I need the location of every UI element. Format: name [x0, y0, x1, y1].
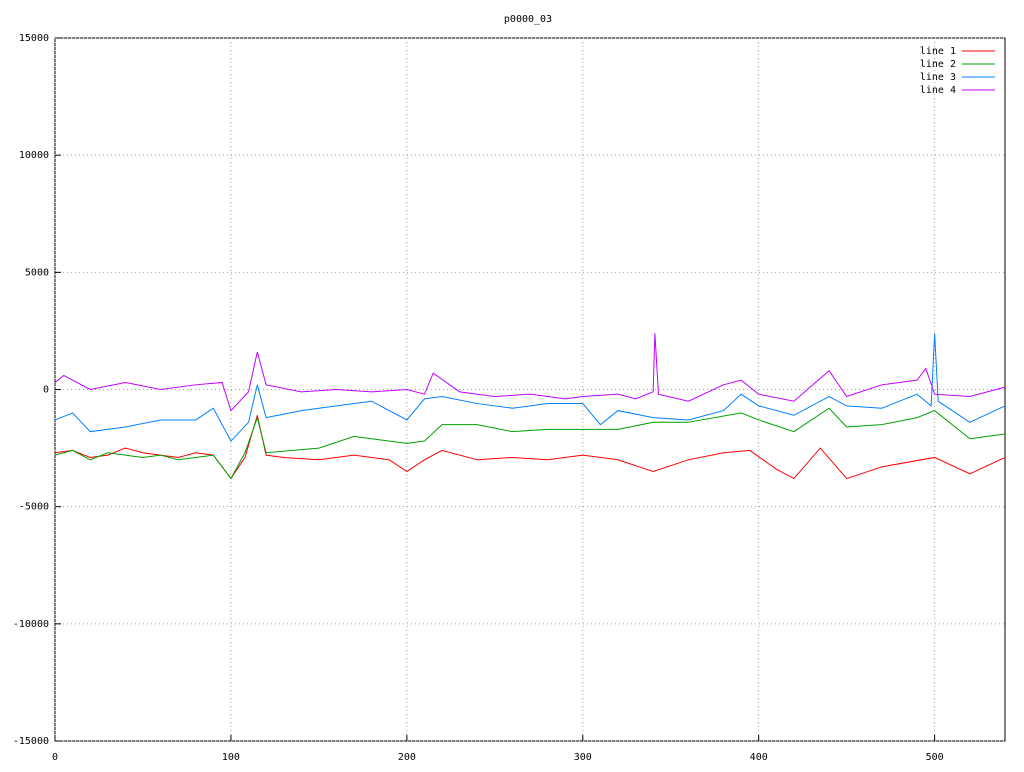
y-tick-label: -5000 — [19, 502, 49, 513]
x-tick-label: 200 — [398, 752, 416, 763]
chart-title: p0000_03 — [504, 14, 552, 25]
y-tick-label: 0 — [43, 385, 49, 396]
x-tick-label: 100 — [222, 752, 240, 763]
series-line — [54, 415, 1006, 480]
x-tick-label: 300 — [574, 752, 592, 763]
legend-label: line 3 — [920, 72, 956, 83]
x-tick-label: 500 — [926, 752, 944, 763]
y-tick-label: -10000 — [13, 619, 49, 630]
legend-label: line 4 — [920, 85, 956, 96]
x-tick-label: 400 — [750, 752, 768, 763]
plot-frame — [54, 37, 1006, 742]
y-tick-label: 15000 — [19, 33, 49, 44]
x-tick-label: 0 — [52, 752, 58, 763]
y-tick-label: 5000 — [25, 267, 49, 278]
legend-label: line 2 — [920, 59, 956, 70]
y-tick-label: -15000 — [13, 736, 49, 747]
series-line — [54, 407, 1006, 480]
series-line — [54, 333, 1006, 412]
legend-label: line 1 — [920, 46, 956, 57]
series-line — [54, 333, 1006, 442]
y-tick-label: 10000 — [19, 150, 49, 161]
